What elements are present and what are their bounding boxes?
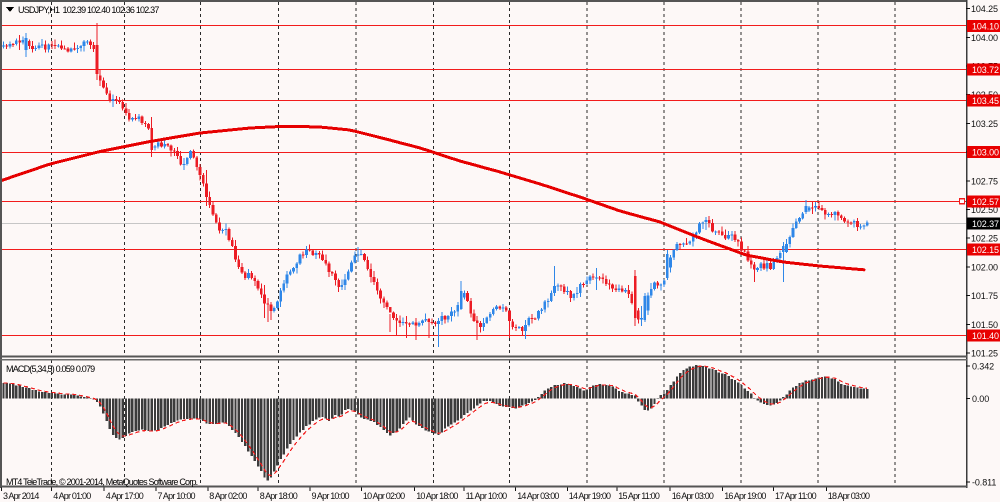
svg-text:9 Apr 10:00: 9 Apr 10:00 xyxy=(312,491,350,501)
svg-text:4 Apr 01:00: 4 Apr 01:00 xyxy=(53,491,91,501)
svg-text:-0.811: -0.811 xyxy=(972,478,996,488)
svg-text:MACD(5,34,5) 0.059 0.079: MACD(5,34,5) 0.059 0.079 xyxy=(6,364,95,374)
svg-text:17 Apr 11:00: 17 Apr 11:00 xyxy=(775,491,817,501)
svg-text:8 Apr 18:00: 8 Apr 18:00 xyxy=(260,491,298,501)
svg-text:102.15: 102.15 xyxy=(972,245,999,255)
svg-text:4 Apr 17:00: 4 Apr 17:00 xyxy=(106,491,144,501)
svg-text:16 Apr 03:00: 16 Apr 03:00 xyxy=(672,491,714,501)
svg-text:11 Apr 10:00: 11 Apr 10:00 xyxy=(466,491,508,501)
svg-text:18 Apr 03:00: 18 Apr 03:00 xyxy=(828,491,870,501)
svg-text:103.45: 103.45 xyxy=(972,96,999,106)
svg-text:103.72: 103.72 xyxy=(972,65,999,75)
svg-text:7 Apr 10:00: 7 Apr 10:00 xyxy=(158,491,196,501)
svg-text:14 Apr 19:00: 14 Apr 19:00 xyxy=(569,491,611,501)
svg-text:MT4 TeleTrade, © 2001-2014, Me: MT4 TeleTrade, © 2001-2014, MetaQuotes S… xyxy=(6,477,198,487)
svg-text:0.00: 0.00 xyxy=(972,394,989,404)
svg-text:102.37: 102.37 xyxy=(972,219,999,229)
svg-text:14 Apr 03:00: 14 Apr 03:00 xyxy=(517,491,559,501)
svg-text:3 Apr 2014: 3 Apr 2014 xyxy=(3,491,39,501)
svg-text:102.00: 102.00 xyxy=(971,262,998,272)
svg-text:10 Apr 18:00: 10 Apr 18:00 xyxy=(416,491,458,501)
svg-text:102.57: 102.57 xyxy=(972,197,999,207)
svg-text:8 Apr 02:00: 8 Apr 02:00 xyxy=(209,491,247,501)
svg-text:104.00: 104.00 xyxy=(971,33,998,43)
svg-text:102.75: 102.75 xyxy=(971,176,998,186)
svg-text:15 Apr 11:00: 15 Apr 11:00 xyxy=(618,491,660,501)
svg-text:101.40: 101.40 xyxy=(972,331,999,341)
svg-text:101.50: 101.50 xyxy=(971,320,998,330)
svg-text:104.25: 104.25 xyxy=(971,4,998,14)
svg-text:16 Apr 19:00: 16 Apr 19:00 xyxy=(724,491,766,501)
svg-text:102.25: 102.25 xyxy=(971,234,998,244)
svg-text:101.25: 101.25 xyxy=(971,349,998,359)
svg-text:USDJPY,H1 102.39 102.40 102.3: USDJPY,H1 102.39 102.40 102.36 102.37 xyxy=(18,5,159,15)
svg-text:103.00: 103.00 xyxy=(972,148,999,158)
svg-text:0.342: 0.342 xyxy=(972,362,994,372)
svg-text:10 Apr 02:00: 10 Apr 02:00 xyxy=(363,491,405,501)
svg-text:101.75: 101.75 xyxy=(971,291,998,301)
svg-text:103.25: 103.25 xyxy=(971,119,998,129)
svg-text:102.50: 102.50 xyxy=(971,205,998,215)
svg-text:104.10: 104.10 xyxy=(972,21,999,31)
